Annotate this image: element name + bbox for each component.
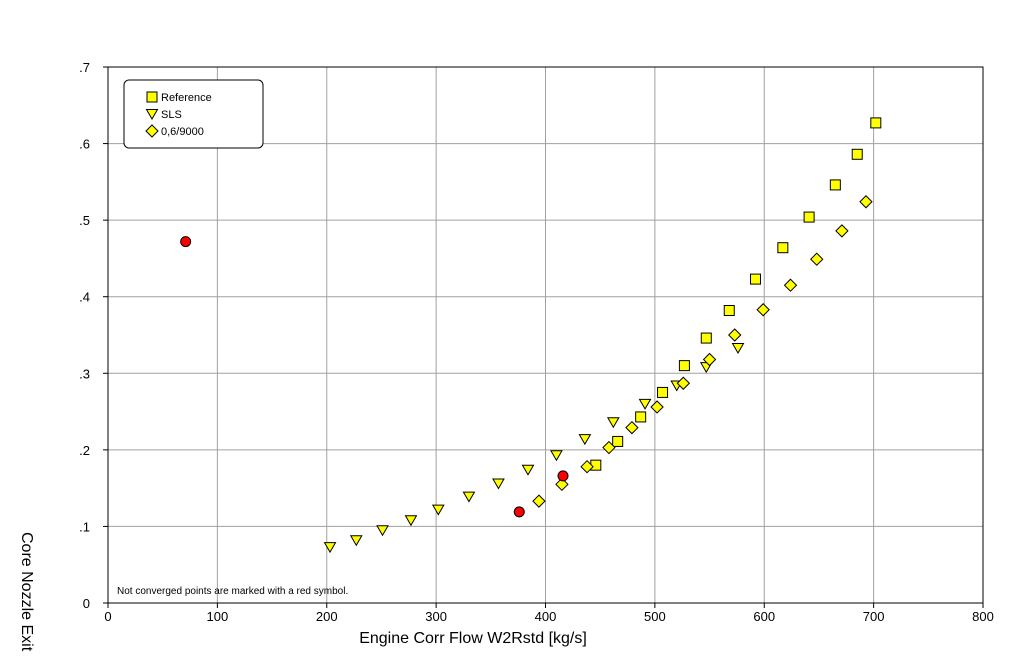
x-tick-label: 200 [316,609,338,624]
series-reference [590,117,882,471]
x-tick-label: 300 [425,609,447,624]
data-point [580,459,594,474]
x-tick-label: 500 [644,609,666,624]
data-point [870,117,882,129]
data-point [723,304,735,316]
data-point [612,435,624,447]
data-point [492,478,505,490]
data-point [851,148,863,160]
data-point [859,195,873,209]
data-point [532,494,546,508]
y-tick-label: .6 [79,137,90,152]
y-tick-label: .2 [79,443,90,458]
data-point [829,179,841,191]
data-point [349,535,363,547]
y-tick-label: 0 [83,596,90,611]
data-point [323,542,337,554]
annotation-not-converged: Not converged points are marked with a r… [117,586,348,597]
data-point [756,303,770,317]
legend-label: SLS [161,109,182,121]
legend: Reference SLS 0,6/9000 [123,79,264,149]
data-point [521,464,535,476]
series-0-6-9000 [532,195,873,508]
data-point [578,434,592,446]
not-converged-point [180,236,192,248]
legend-label: Reference [161,92,212,104]
x-tick-label: 700 [863,609,885,624]
legend-marker [146,91,158,103]
data-point [700,332,712,344]
x-tick-label: 0 [104,609,111,624]
data-point [803,211,815,223]
x-tick-label: 400 [535,609,557,624]
data-point [462,491,476,503]
series-not-converged [180,236,569,518]
axis-ticks: 0 100 200 300 400 500 600 700 800 0 .1 .2 .3 .4 .5 .6 .7 [79,60,994,624]
data-point [550,450,563,462]
data-point [590,459,602,471]
y-tick-label: .5 [79,213,90,228]
not-converged-point [557,470,569,482]
series-sls [323,343,745,554]
data-point [702,352,717,367]
data-point [555,477,569,492]
x-tick-label: 100 [207,609,229,624]
data-point [750,273,761,285]
y-axis-label: Core Nozzle Exit [18,532,35,652]
x-tick-label: 600 [753,609,775,624]
data-point [731,343,745,355]
data-point [676,376,691,390]
data-point [431,504,445,516]
data-point [376,525,389,537]
legend-label: 0,6/9000 [161,126,204,138]
legend-marker [145,109,159,120]
not-converged-point [513,506,525,518]
data-point [810,252,824,266]
data-point [678,360,690,372]
data-point [606,417,620,429]
data-point [404,515,418,527]
grid [108,67,983,603]
data-points [180,117,882,554]
data-point [650,400,664,414]
data-point [602,440,616,455]
data-point [783,278,798,292]
x-axis-label: Engine Corr Flow W2Rstd [kg/s] [359,630,587,647]
data-point [625,420,639,435]
y-tick-label: .1 [79,519,90,534]
data-point [638,398,652,410]
data-point [657,386,669,398]
y-tick-label: .7 [79,60,90,75]
data-point [635,411,647,423]
legend-box [123,79,264,149]
x-tick-label: 800 [972,609,994,624]
y-tick-label: .4 [79,290,90,305]
legend-marker [145,124,159,138]
data-point [777,242,789,254]
data-point [728,328,742,342]
y-tick-label: .3 [79,366,90,381]
data-point [835,224,849,238]
